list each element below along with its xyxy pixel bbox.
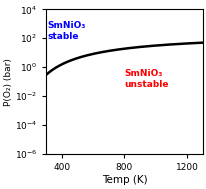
- X-axis label: Temp (K): Temp (K): [101, 175, 147, 185]
- Y-axis label: P(O₂) (bar): P(O₂) (bar): [4, 58, 13, 106]
- Text: SmNiO₃
stable: SmNiO₃ stable: [47, 21, 86, 41]
- Text: SmNiO₃
unstable: SmNiO₃ unstable: [124, 69, 168, 88]
